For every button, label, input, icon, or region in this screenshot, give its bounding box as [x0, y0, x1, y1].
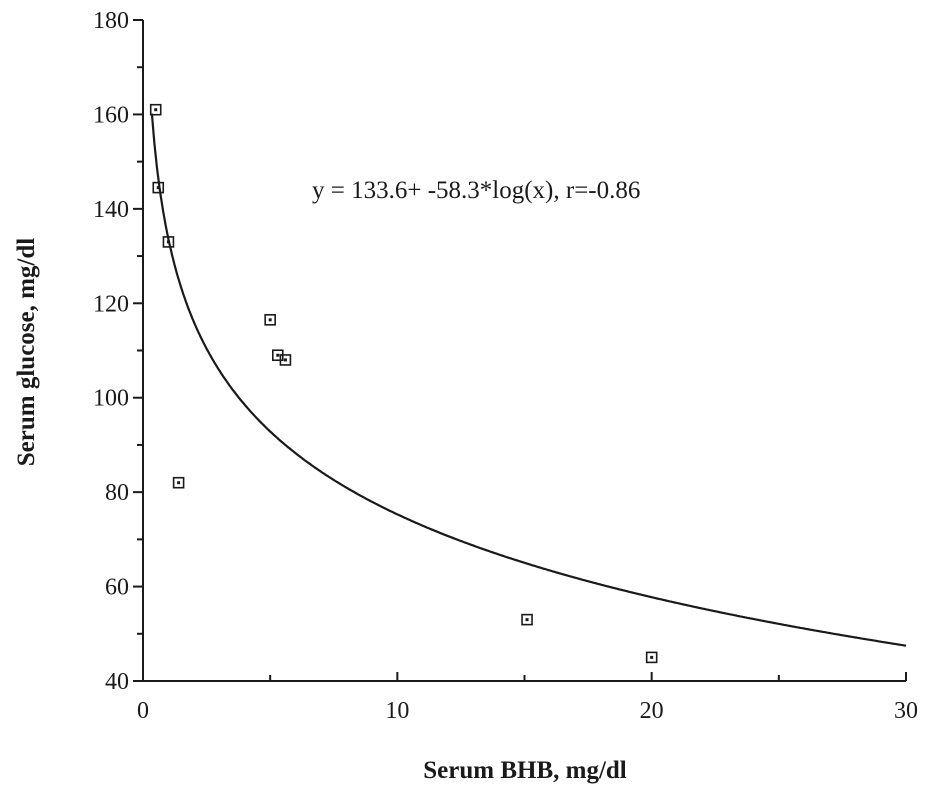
x-tick-label: 10: [385, 698, 409, 724]
regression-equation: y = 133.6+ -58.3*log(x), r=-0.86: [312, 177, 640, 204]
y-tick-label: 180: [93, 8, 129, 34]
x-axis-title: Serum BHB, mg/dl: [423, 757, 627, 784]
data-point: [279, 354, 292, 366]
data-point: [645, 651, 658, 664]
x-axis-ticks: 0 10 20 30: [137, 672, 918, 724]
data-point: [521, 613, 533, 626]
y-tick-label: 140: [93, 197, 129, 223]
data-point: [162, 236, 175, 248]
y-tick-label: 60: [105, 575, 129, 601]
data-point: [172, 476, 185, 489]
x-tick-label: 30: [894, 698, 918, 724]
y-axis-ticks: 40 60 80 100 120 140 160 180: [93, 8, 143, 695]
y-tick-label: 80: [105, 480, 129, 506]
data-point: [264, 314, 276, 326]
y-tick-label: 100: [93, 386, 129, 412]
data-point: [149, 103, 162, 116]
data-points: [149, 103, 658, 664]
y-axis-title: Serum glucose, mg/dl: [13, 238, 40, 467]
regression-curve: [150, 113, 907, 647]
y-tick-label: 120: [93, 291, 129, 317]
y-tick-label: 40: [105, 669, 129, 695]
data-point: [152, 181, 165, 194]
x-tick-label: 20: [640, 698, 664, 724]
x-tick-label: 0: [137, 698, 149, 724]
axes: [142, 20, 906, 682]
y-tick-label: 160: [93, 102, 129, 128]
